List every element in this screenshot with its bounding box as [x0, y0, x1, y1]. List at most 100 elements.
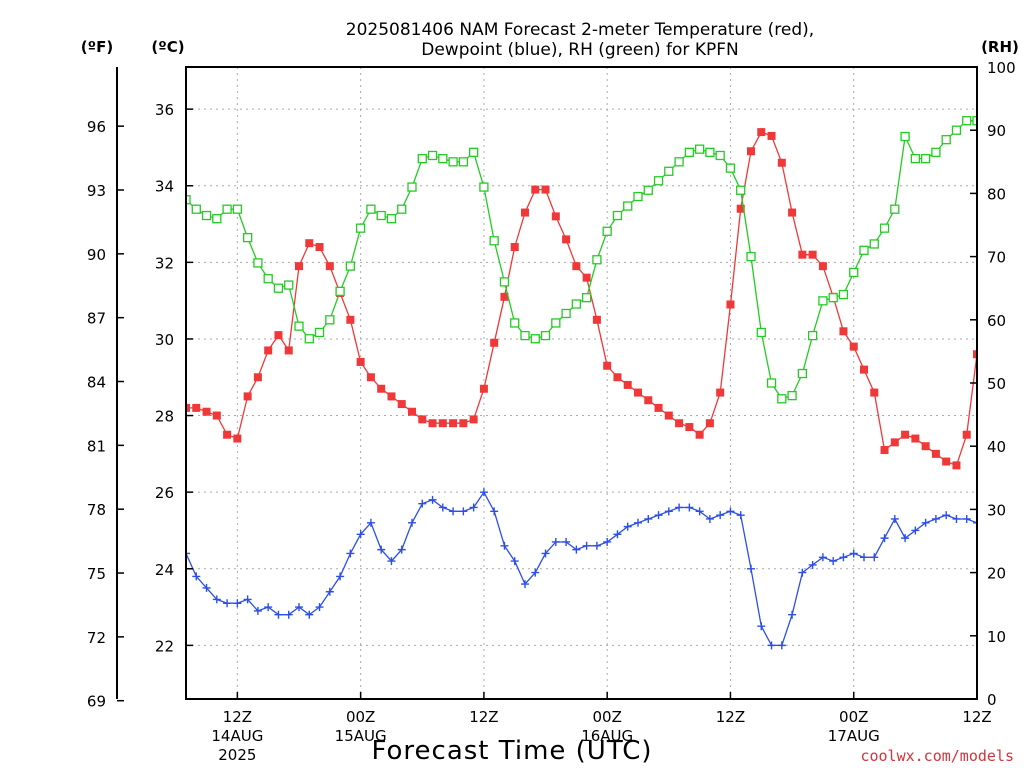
rh-point — [1004, 303, 1012, 311]
celsius-tick-label: 24 — [155, 561, 174, 579]
fahrenheit-tick-label: 90 — [87, 246, 106, 264]
dewpoint-point — [212, 595, 221, 604]
rh-tick-label: 60 — [987, 312, 1006, 330]
rh-point — [191, 204, 201, 214]
dewpoint-point — [901, 534, 910, 543]
rh-point — [807, 330, 818, 341]
temperature-point — [613, 373, 622, 382]
celsius-tick-label: 30 — [155, 331, 174, 349]
dewpoint-point — [757, 622, 766, 631]
dewpoint-point — [305, 610, 314, 619]
temperature-point — [818, 262, 827, 271]
celsius-tick-label: 36 — [155, 101, 174, 119]
temperature-point — [747, 147, 755, 156]
plot-frame — [185, 66, 978, 700]
dewpoint-point — [592, 541, 601, 550]
rh-point — [510, 318, 520, 328]
rh-point — [417, 153, 427, 164]
dewpoint-point — [849, 549, 858, 558]
rh-point — [397, 204, 407, 214]
rh-point — [684, 147, 695, 157]
rh-point — [994, 212, 1002, 220]
temperature-point — [490, 338, 499, 347]
rh-point — [561, 308, 571, 319]
rh-point — [962, 116, 972, 126]
time-tick-label: 12Z — [223, 708, 252, 726]
dewpoint-point — [931, 514, 940, 523]
temperature-point — [186, 403, 190, 412]
time-tick-year: 2025 — [218, 746, 256, 764]
credit-text: coolwx.com/models — [860, 747, 1014, 765]
rh-point — [355, 223, 366, 233]
temperature-point — [253, 373, 262, 382]
series-line-rh — [186, 120, 977, 400]
temperature-point — [675, 419, 684, 428]
dewpoint-point — [911, 526, 920, 535]
rh-point — [983, 142, 991, 150]
dewpoint-point — [808, 560, 817, 569]
dewpoint-point — [500, 541, 509, 550]
rh-point — [376, 210, 386, 221]
temperature-point — [890, 438, 899, 447]
rh-point — [294, 321, 304, 331]
dewpoint-point — [962, 514, 971, 523]
dewpoint-point — [562, 537, 571, 546]
celsius-tick-label: 28 — [155, 408, 174, 426]
temperature-point — [428, 419, 437, 428]
dewpoint-point — [767, 641, 776, 650]
dewpoint-point — [541, 549, 550, 558]
temperature-point — [192, 403, 201, 412]
rh-tick-label: 50 — [987, 375, 1006, 393]
dewpoint-point — [510, 557, 519, 566]
time-tick-date: 14AUG — [211, 727, 263, 745]
dewpoint-point — [521, 580, 529, 589]
dewpoint-point — [1004, 661, 1012, 669]
rh-point — [263, 274, 273, 284]
rh-point — [890, 204, 900, 214]
rh-point — [828, 293, 838, 303]
rh-point — [314, 327, 325, 338]
dewpoint-point — [284, 610, 293, 619]
rh-point — [838, 289, 849, 300]
temperature-point — [942, 457, 951, 466]
temperature-point — [592, 315, 601, 324]
rh-point — [551, 318, 561, 328]
temperature-point — [295, 262, 303, 271]
temperature-point — [377, 384, 386, 393]
rh-point — [715, 150, 725, 161]
temperature-point — [962, 430, 971, 439]
dewpoint-point — [387, 557, 396, 566]
fahrenheit-tick-label: 75 — [87, 565, 106, 583]
temperature-point — [315, 243, 324, 252]
dewpoint-point — [274, 610, 283, 619]
rh-point — [797, 368, 808, 379]
dewpoint-point — [788, 610, 797, 619]
dewpoint-point — [264, 603, 273, 612]
dewpoint-point — [994, 592, 1002, 600]
temperature-point — [685, 423, 694, 432]
dewpoint-point — [469, 503, 478, 512]
celsius-tick-label: 22 — [155, 637, 174, 655]
rh-point — [859, 245, 869, 255]
rh-point — [438, 153, 448, 164]
time-tick-label: 00Z — [839, 708, 868, 726]
x-axis-label: Forecast Time (UTC) — [371, 736, 652, 766]
rh-tick-label: 80 — [987, 185, 1006, 203]
rh-point — [746, 251, 756, 262]
dewpoint-point — [223, 599, 232, 608]
temperature-point — [644, 396, 653, 405]
temperature-point — [777, 158, 786, 167]
temperature-point — [397, 400, 406, 409]
rh-point — [602, 226, 612, 236]
temperature-point — [459, 419, 468, 428]
fahrenheit-tick-label: 96 — [87, 118, 106, 136]
chart-title-line2: Dewpoint (blue), RH (green) for KPFN — [421, 40, 738, 60]
rh-tick-label: 20 — [987, 565, 1006, 583]
temperature-point — [366, 373, 375, 382]
rh-point — [643, 185, 653, 195]
fahrenheit-tick-label: 81 — [87, 437, 106, 455]
dewpoint-point — [408, 518, 416, 527]
temperature-point — [860, 365, 868, 374]
rh-point — [222, 204, 232, 214]
temperature-point — [325, 262, 334, 271]
